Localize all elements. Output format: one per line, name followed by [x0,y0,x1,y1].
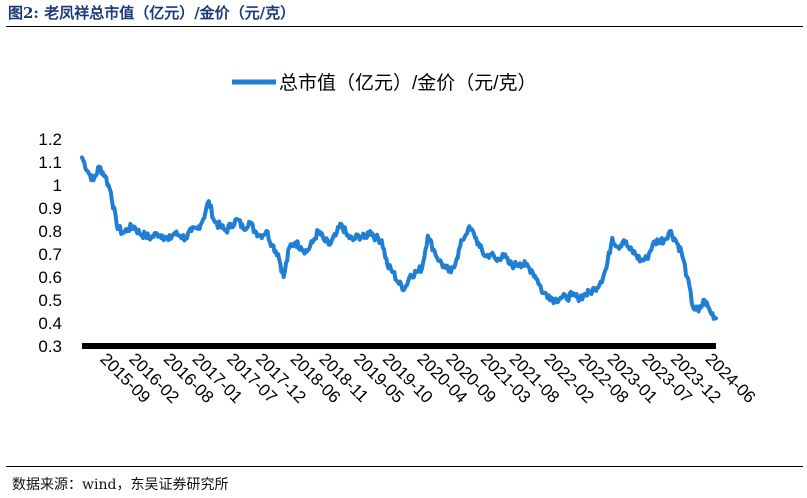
line-chart: 总市值（亿元）/金价（元/克） 1.2 1.1 1 0.9 0.8 0.7 0.6 0.5 0.… [38,72,759,407]
y-tick-label: 0.4 [38,314,62,333]
figure-caption: 图2: 老凤祥总市值（亿元）/金价（元/克） [8,4,296,22]
y-tick-label: 1.1 [38,153,62,172]
legend-label: 总市值（亿元）/金价（元/克） [279,72,537,94]
y-tick-label: 0.7 [38,245,62,264]
y-tick-label: 0.6 [38,268,62,287]
y-tick-label: 0.5 [38,291,62,310]
y-axis: 1.2 1.1 1 0.9 0.8 0.7 0.6 0.5 0.4 0.3 [38,130,62,356]
y-tick-label: 1.2 [38,130,62,149]
x-axis: 2015-092016-022016-082017-012017-072017-… [82,343,759,407]
data-source: 数据来源：wind，东吴证券研究所 [12,477,229,493]
y-tick-label: 1 [53,176,62,195]
y-tick-label: 0.9 [38,199,62,218]
series-line [80,155,718,321]
y-tick-label: 0.3 [38,337,62,356]
chart-legend: 总市值（亿元）/金价（元/克） [232,72,537,94]
top-rule [6,26,803,27]
y-tick-label: 0.8 [38,222,62,241]
bottom-rule [6,466,803,467]
